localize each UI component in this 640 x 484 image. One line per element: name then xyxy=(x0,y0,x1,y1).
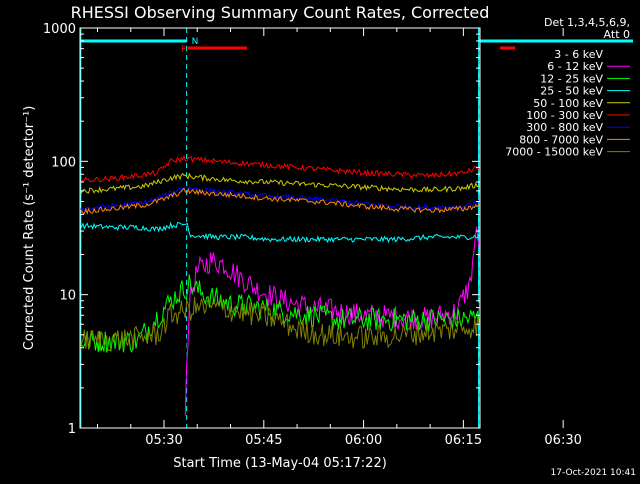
series-line-800-7000-kev xyxy=(80,187,480,216)
y-tick-label: 1000 xyxy=(43,22,76,37)
x-tick-label: 06:15 xyxy=(445,433,482,448)
legend-label: 800 - 7000 keV xyxy=(519,133,603,146)
chart-title: RHESSI Observing Summary Count Rates, Co… xyxy=(71,3,490,22)
legend-label: 6 - 12 keV xyxy=(547,60,603,73)
y-tick-label: 1 xyxy=(68,422,76,437)
flare-flag-label: F xyxy=(181,45,186,55)
legend-label: 100 - 300 keV xyxy=(526,109,603,122)
x-tick-label: 06:30 xyxy=(544,433,581,448)
series-line-12-25-kev xyxy=(80,274,480,353)
y-axis-label: Corrected Count Rate (s⁻¹ detector⁻¹) xyxy=(22,106,37,351)
series-layer xyxy=(80,155,480,416)
legend-label: 25 - 50 keV xyxy=(540,85,603,98)
legend-label: 50 - 100 keV xyxy=(533,97,603,110)
x-tick-label: 05:30 xyxy=(145,433,182,448)
legend-label: 12 - 25 keV xyxy=(540,72,603,85)
legend-label: 300 - 800 keV xyxy=(526,121,603,134)
series-line-7000-15000-kev xyxy=(80,296,480,352)
x-axis-label: Start Time (13-May-04 05:17:22) xyxy=(173,456,387,471)
series-line-50-100-kev xyxy=(80,172,480,194)
attenuator-label: Att 0 xyxy=(604,28,630,41)
detectors-label: Det 1,3,4,5,6,9, xyxy=(544,16,630,29)
footer-timestamp: 17-Oct-2021 10:41 xyxy=(551,468,636,478)
legend-label: 7000 - 15000 keV xyxy=(505,146,603,159)
x-tick-label: 05:45 xyxy=(245,433,282,448)
x-tick-label: 06:00 xyxy=(345,433,382,448)
y-tick-label: 10 xyxy=(59,289,76,304)
y-tick-label: 100 xyxy=(51,155,76,170)
plot-frame xyxy=(79,27,481,429)
legend-label: 3 - 6 keV xyxy=(554,48,603,61)
series-line-25-50-kev xyxy=(80,221,480,244)
series-line-300-800-kev xyxy=(80,185,480,212)
night-flag-label: N xyxy=(192,37,199,47)
series-line-100-300-kev xyxy=(80,155,480,184)
